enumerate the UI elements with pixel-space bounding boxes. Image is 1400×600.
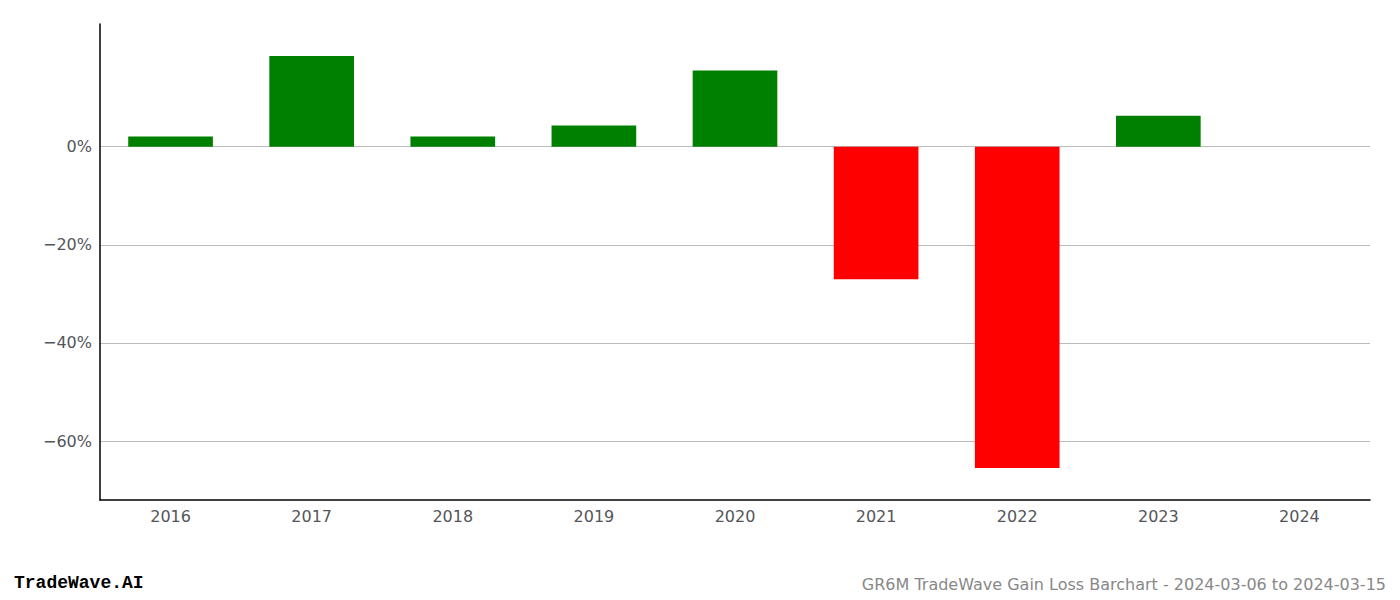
- svg-text:−60%: −60%: [43, 432, 92, 451]
- svg-text:−20%: −20%: [43, 235, 92, 254]
- svg-text:2018: 2018: [432, 507, 473, 526]
- svg-text:−40%: −40%: [43, 333, 92, 352]
- svg-text:TradeWave.AI: TradeWave.AI: [14, 573, 144, 593]
- svg-text:2022: 2022: [997, 507, 1038, 526]
- svg-text:2021: 2021: [856, 507, 897, 526]
- svg-text:0%: 0%: [67, 137, 92, 156]
- svg-text:2017: 2017: [291, 507, 332, 526]
- svg-text:2019: 2019: [574, 507, 615, 526]
- svg-text:2016: 2016: [150, 507, 191, 526]
- svg-text:2020: 2020: [715, 507, 756, 526]
- svg-text:2024: 2024: [1279, 507, 1320, 526]
- svg-text:GR6M TradeWave Gain Loss Barch: GR6M TradeWave Gain Loss Barchart - 2024…: [862, 575, 1386, 594]
- svg-text:2023: 2023: [1138, 507, 1179, 526]
